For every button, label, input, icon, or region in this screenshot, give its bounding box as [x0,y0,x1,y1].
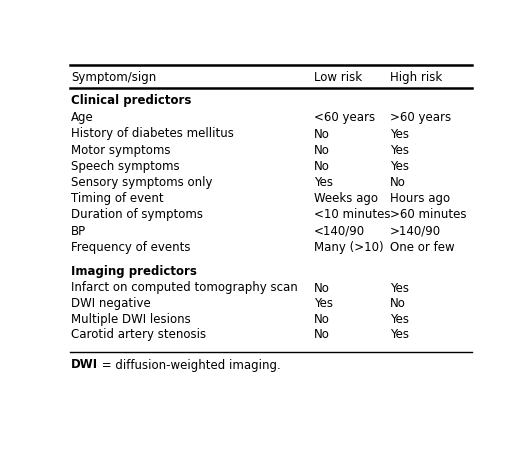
Text: Low risk: Low risk [314,70,362,84]
Text: Yes: Yes [314,176,333,189]
Text: Carotid artery stenosis: Carotid artery stenosis [71,329,206,342]
Text: No: No [390,176,406,189]
Text: No: No [314,127,330,141]
Text: DWI negative: DWI negative [71,297,151,310]
Text: Duration of symptoms: Duration of symptoms [71,209,203,221]
Text: Many (>10): Many (>10) [314,241,384,254]
Text: No: No [314,313,330,326]
Text: Weeks ago: Weeks ago [314,192,378,205]
Text: History of diabetes mellitus: History of diabetes mellitus [71,127,234,141]
Text: <140/90: <140/90 [314,225,366,238]
Text: Multiple DWI lesions: Multiple DWI lesions [71,313,191,326]
Text: Sensory symptoms only: Sensory symptoms only [71,176,213,189]
Text: No: No [314,160,330,173]
Text: Age: Age [71,111,94,124]
Text: Clinical predictors: Clinical predictors [71,95,191,107]
Text: Yes: Yes [390,160,409,173]
Text: High risk: High risk [390,70,442,84]
Text: No: No [390,297,406,310]
Text: Hours ago: Hours ago [390,192,450,205]
Text: Symptom/sign: Symptom/sign [71,70,156,84]
Text: >140/90: >140/90 [390,225,441,238]
Text: Yes: Yes [390,329,409,342]
Text: DWI: DWI [71,359,98,371]
Text: Frequency of events: Frequency of events [71,241,190,254]
Text: Yes: Yes [314,297,333,310]
Text: No: No [314,282,330,294]
Text: No: No [314,329,330,342]
Text: One or few: One or few [390,241,454,254]
Text: = diffusion-weighted imaging.: = diffusion-weighted imaging. [98,359,281,371]
Text: Yes: Yes [390,282,409,294]
Text: Timing of event: Timing of event [71,192,163,205]
Text: Motor symptoms: Motor symptoms [71,143,170,157]
Text: <10 minutes: <10 minutes [314,209,390,221]
Text: Imaging predictors: Imaging predictors [71,265,197,277]
Text: Infarct on computed tomography scan: Infarct on computed tomography scan [71,282,298,294]
Text: <60 years: <60 years [314,111,375,124]
Text: BP: BP [71,225,86,238]
Text: Speech symptoms: Speech symptoms [71,160,180,173]
Text: >60 years: >60 years [390,111,451,124]
Text: Yes: Yes [390,127,409,141]
Text: No: No [314,143,330,157]
Text: Yes: Yes [390,143,409,157]
Text: >60 minutes: >60 minutes [390,209,467,221]
Text: Yes: Yes [390,313,409,326]
